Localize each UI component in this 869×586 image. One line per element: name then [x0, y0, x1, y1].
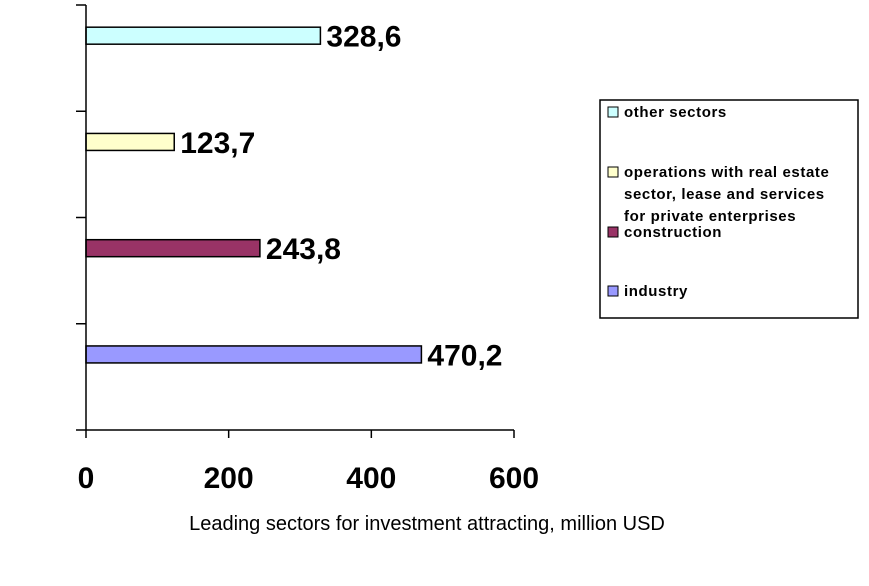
x-tick-label: 200 — [204, 462, 254, 495]
legend-swatch — [607, 285, 619, 297]
legend-label: construction — [624, 224, 722, 241]
data-label: 470,2 — [427, 339, 502, 372]
x-axis-title: Leading sectors for investment attractin… — [189, 513, 665, 535]
x-tick-label: 400 — [346, 462, 396, 495]
axes: 0 200 400 600 — [76, 4, 539, 495]
data-label: 328,6 — [326, 21, 401, 54]
legend-box — [599, 99, 859, 319]
legend-label: other sectors — [624, 104, 727, 121]
legend-label: sector, lease and services — [624, 186, 825, 203]
legend-swatch — [607, 166, 619, 178]
data-label: 123,7 — [180, 127, 255, 160]
bar-other — [85, 26, 322, 45]
bar-operations — [85, 132, 175, 152]
legend-swatch — [607, 106, 619, 118]
data-label: 243,8 — [266, 233, 341, 266]
legend-swatch — [607, 226, 619, 238]
legend-label: for private enterprises — [624, 208, 796, 225]
x-tick-label: 600 — [489, 462, 539, 495]
plot-area: 470,2 243,8 123,7 328,6 — [85, 21, 502, 372]
legend: other sectors operations with real estate… — [599, 99, 859, 319]
bar-industry — [85, 345, 423, 364]
bar-construction — [85, 238, 261, 258]
legend-label: operations with real estate — [624, 164, 829, 181]
x-tick-label: 0 — [78, 462, 95, 495]
legend-label: industry — [624, 283, 688, 300]
